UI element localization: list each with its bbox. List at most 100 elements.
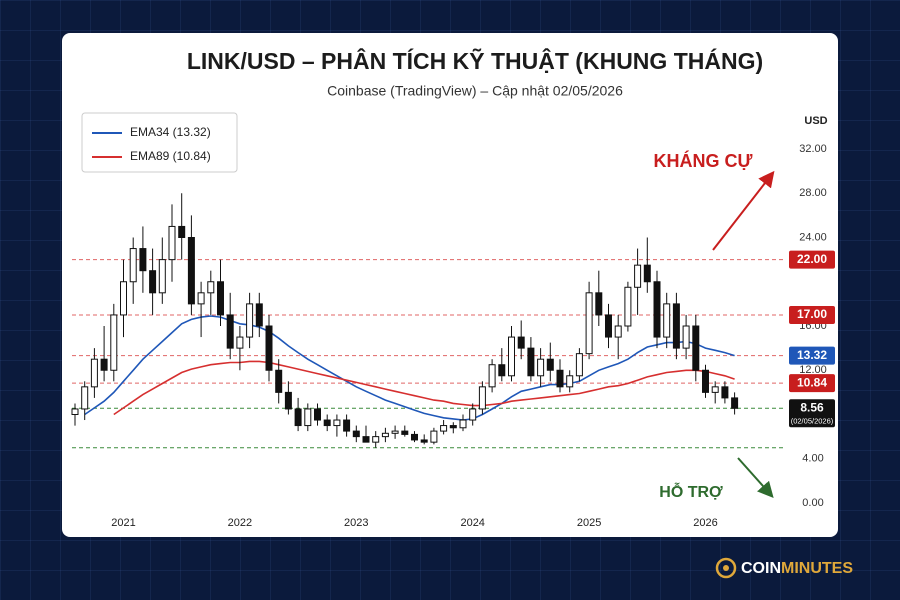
candle-body bbox=[236, 336, 244, 349]
x-tick-label: 2022 bbox=[228, 517, 252, 529]
candle-body bbox=[682, 325, 690, 349]
candle-body bbox=[595, 292, 603, 316]
legend-label: EMA89 (10.84) bbox=[130, 149, 211, 163]
candle-body bbox=[197, 292, 205, 305]
level-badge bbox=[789, 250, 835, 269]
level-badge bbox=[789, 374, 835, 393]
candle-body bbox=[217, 281, 224, 316]
ema-line bbox=[113, 360, 735, 416]
candle-body bbox=[71, 408, 79, 415]
chart-subtitle: Coinbase (TradingView) – Cập nhật 02/05/… bbox=[327, 83, 623, 99]
y-tick-label: 4.00 bbox=[802, 453, 823, 465]
candle-body bbox=[110, 314, 118, 371]
card bbox=[62, 33, 838, 537]
candle-body bbox=[139, 248, 147, 272]
candle-body bbox=[391, 430, 399, 434]
candle-body bbox=[663, 303, 671, 338]
candle-body bbox=[614, 325, 622, 338]
level-label: 10.84 bbox=[797, 375, 827, 389]
x-tick-label: 2023 bbox=[344, 517, 368, 529]
candle-body bbox=[508, 336, 515, 377]
candle-body bbox=[168, 225, 176, 261]
brand-logo-dot bbox=[723, 565, 729, 571]
support-label: HỖ TRỢ bbox=[659, 482, 723, 501]
candle-body bbox=[187, 237, 195, 305]
brand: COINMINUTES bbox=[741, 560, 853, 577]
candle-body bbox=[634, 264, 642, 288]
y-tick-label: 32.00 bbox=[799, 143, 827, 155]
candle-body bbox=[81, 386, 89, 410]
candle-body bbox=[488, 364, 496, 388]
candle-body bbox=[207, 281, 215, 294]
candle-body bbox=[343, 419, 351, 432]
x-tick-label: 2026 bbox=[693, 517, 717, 529]
level-sublabel: (02/05/2026) bbox=[791, 416, 834, 425]
y-tick-label: 0.00 bbox=[802, 497, 823, 509]
candle-body bbox=[556, 369, 564, 388]
support-arrow bbox=[737, 457, 774, 498]
candle-body bbox=[323, 419, 331, 427]
candle-body bbox=[352, 430, 360, 438]
candle-body bbox=[362, 436, 370, 443]
brand-part2: MINUTES bbox=[781, 560, 853, 577]
candle-body bbox=[120, 281, 127, 316]
x-tick-label: 2025 bbox=[577, 517, 601, 529]
candle-body bbox=[420, 439, 428, 443]
candle-body bbox=[275, 369, 283, 393]
candle-body bbox=[517, 336, 525, 349]
candle-body bbox=[372, 436, 380, 443]
candle-body bbox=[158, 259, 166, 294]
candle-body bbox=[566, 375, 574, 388]
candle-body bbox=[643, 264, 651, 283]
candle-body bbox=[624, 286, 632, 327]
candle-body bbox=[653, 281, 661, 338]
candle-body bbox=[478, 386, 486, 410]
candle-body bbox=[527, 347, 535, 377]
level-label: 8.56 bbox=[800, 400, 824, 414]
level-label: 22.00 bbox=[797, 252, 827, 266]
candle-body bbox=[411, 433, 418, 441]
level-label: 13.32 bbox=[797, 348, 827, 362]
candle-body bbox=[702, 369, 709, 393]
y-tick-label: 12.00 bbox=[799, 364, 827, 376]
resistance-arrow bbox=[712, 170, 775, 251]
candle-body bbox=[284, 391, 292, 410]
candle-body bbox=[100, 358, 108, 371]
legend-label: EMA34 (13.32) bbox=[130, 125, 211, 139]
candle-body bbox=[449, 425, 457, 429]
candle-body bbox=[721, 386, 729, 399]
y-unit: USD bbox=[804, 115, 827, 127]
candle-body bbox=[304, 408, 312, 427]
ema-line bbox=[84, 315, 735, 421]
candle-body bbox=[430, 430, 438, 443]
chart-title: LINK/USD – PHÂN TÍCH KỸ THUẬT (KHUNG THÁ… bbox=[187, 47, 763, 74]
candle-body bbox=[711, 386, 719, 393]
candle-body bbox=[440, 425, 448, 432]
candle-body bbox=[178, 225, 186, 238]
candle-body bbox=[672, 303, 680, 349]
candle-body bbox=[333, 419, 341, 427]
brand-part1: COIN bbox=[741, 560, 781, 577]
candle-body bbox=[605, 314, 612, 338]
candle-body bbox=[585, 292, 593, 355]
level-badge bbox=[789, 305, 835, 324]
candle-body bbox=[265, 325, 273, 371]
level-badge bbox=[789, 399, 835, 428]
candle-body bbox=[498, 364, 506, 377]
candle-body bbox=[246, 303, 254, 338]
candle-body bbox=[381, 432, 389, 438]
level-label: 17.00 bbox=[797, 307, 827, 321]
candle-body bbox=[692, 325, 700, 371]
candle-body bbox=[90, 358, 98, 388]
candle-body bbox=[129, 248, 137, 283]
candle-body bbox=[469, 408, 477, 421]
candle-body bbox=[546, 358, 554, 371]
candle-body bbox=[537, 358, 545, 377]
candle-body bbox=[459, 419, 467, 429]
candle-body bbox=[294, 408, 302, 427]
candle-body bbox=[314, 408, 321, 421]
candle-body bbox=[149, 270, 157, 294]
resistance-label: KHÁNG CỰ bbox=[654, 150, 753, 171]
